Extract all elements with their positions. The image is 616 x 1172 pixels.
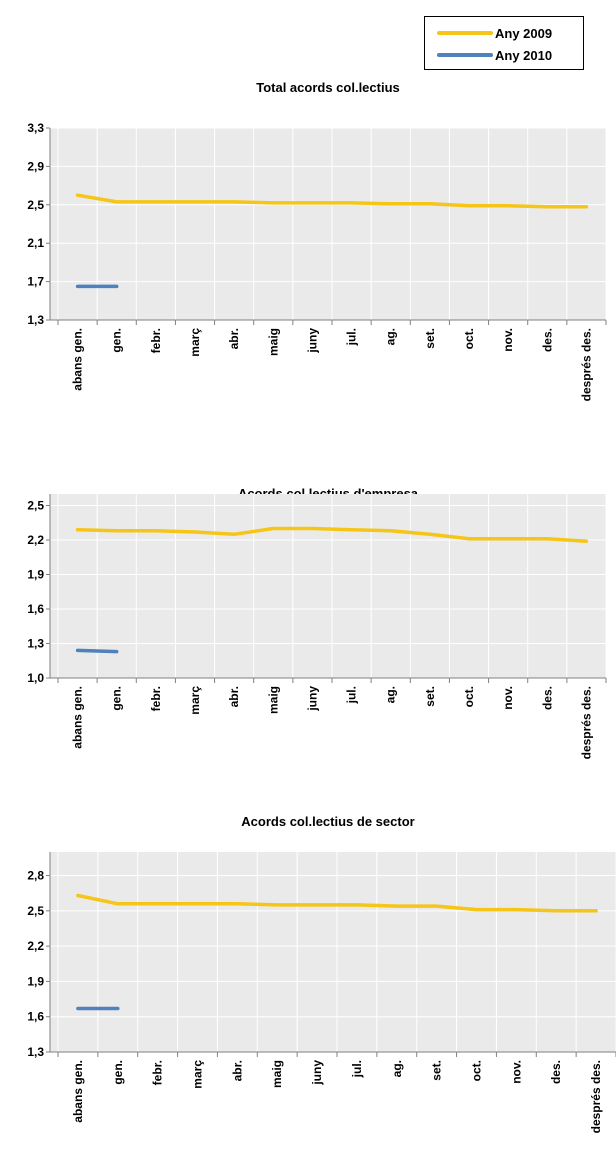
x-tick-label: maig bbox=[266, 328, 280, 356]
legend-swatch-2010 bbox=[437, 53, 493, 57]
x-tick-label: després des. bbox=[589, 1060, 603, 1133]
x-tick-label: març bbox=[188, 328, 202, 357]
y-tick-label: 1,6 bbox=[27, 1010, 44, 1024]
chart-empresa: Acords col.lectius d'empresa1,01,31,61,9… bbox=[27, 486, 607, 759]
y-tick-label: 1,9 bbox=[27, 974, 44, 988]
series-line-2009 bbox=[75, 526, 589, 543]
x-tick-label: abans gen. bbox=[71, 1060, 85, 1123]
series-line-2009 bbox=[75, 193, 589, 209]
chart-title-total: Total acords col.lectius bbox=[256, 80, 400, 95]
y-tick-label: 1,0 bbox=[27, 671, 44, 685]
x-tick-label: oct. bbox=[462, 686, 476, 707]
x-tick-label: ag. bbox=[384, 686, 398, 703]
y-tick-label: 2,5 bbox=[27, 904, 44, 918]
x-tick-label: oct. bbox=[470, 1060, 484, 1081]
plot-area-total bbox=[50, 128, 606, 320]
y-tick-label: 1,6 bbox=[27, 602, 44, 616]
y-tick-label: 2,2 bbox=[27, 939, 44, 953]
x-tick-label: des. bbox=[549, 1060, 563, 1084]
chart-title-sector: Acords col.lectius de sector bbox=[241, 814, 414, 829]
x-tick-label: nov. bbox=[501, 686, 515, 710]
x-tick-label: ag. bbox=[390, 1060, 404, 1077]
x-tick-label: després des. bbox=[579, 328, 593, 401]
x-tick-label: maig bbox=[266, 686, 280, 714]
x-tick-label: jul. bbox=[345, 686, 359, 704]
x-tick-label: febr. bbox=[151, 1060, 165, 1085]
y-tick-label: 1,3 bbox=[27, 637, 44, 651]
x-tick-label: jul. bbox=[345, 328, 359, 346]
y-tick-label: 2,5 bbox=[27, 499, 44, 513]
y-tick-label: 1,7 bbox=[27, 275, 44, 289]
plot-area-empresa bbox=[50, 494, 606, 678]
x-tick-label: gen. bbox=[111, 1060, 125, 1085]
x-tick-label: abr. bbox=[230, 1060, 244, 1081]
x-tick-label: gen. bbox=[110, 328, 124, 353]
series-line-2010 bbox=[75, 648, 119, 654]
series-line-2009 bbox=[76, 893, 598, 913]
x-tick-label: juny bbox=[310, 1060, 324, 1086]
x-tick-label: febr. bbox=[149, 686, 163, 711]
y-tick-label: 1,9 bbox=[27, 568, 44, 582]
y-tick-label: 2,2 bbox=[27, 533, 44, 547]
x-tick-label: abans gen. bbox=[71, 686, 85, 749]
x-tick-label: març bbox=[188, 686, 202, 715]
y-tick-label: 1,3 bbox=[27, 1045, 44, 1059]
x-tick-label: després des. bbox=[579, 686, 593, 759]
x-tick-label: oct. bbox=[462, 328, 476, 349]
plot-area-sector bbox=[50, 852, 616, 1052]
x-tick-label: des. bbox=[540, 686, 554, 710]
chart-total: Total acords col.lectius 1,3 1,7 2,1 2,5 2,9 3… bbox=[27, 80, 607, 401]
x-tick-label: juny bbox=[305, 328, 319, 354]
x-tick-label: set. bbox=[430, 1060, 444, 1081]
y-tick-label: 2,9 bbox=[27, 159, 44, 173]
y-tick-label: 3,3 bbox=[27, 121, 44, 135]
x-tick-label: abr. bbox=[227, 328, 241, 349]
legend: Any 2009 Any 2010 bbox=[424, 16, 584, 70]
legend-item-2010: Any 2010 bbox=[437, 46, 552, 64]
x-tick-label: nov. bbox=[509, 1060, 523, 1084]
legend-label-2009: Any 2009 bbox=[495, 25, 553, 41]
y-tick-label: 2,5 bbox=[27, 198, 44, 212]
chart-sector: Acords col.lectius de sector 1,3 1,6 1,9 2,2… bbox=[27, 814, 616, 1133]
x-tick-label: set. bbox=[423, 686, 437, 707]
x-tick-label: febr. bbox=[149, 328, 163, 353]
x-tick-label: des. bbox=[540, 328, 554, 352]
x-tick-label: juny bbox=[305, 686, 319, 712]
y-tick-label: 1,3 bbox=[27, 313, 44, 327]
x-tick-label: abans gen. bbox=[71, 328, 85, 391]
y-tick-label: 2,8 bbox=[27, 869, 44, 883]
legend-label-2010: Any 2010 bbox=[495, 47, 553, 63]
y-tick-label: 2,1 bbox=[27, 236, 44, 250]
x-tick-label: set. bbox=[423, 328, 437, 349]
x-tick-label: maig bbox=[270, 1060, 284, 1088]
x-tick-label: ag. bbox=[384, 328, 398, 345]
x-tick-label: gen. bbox=[110, 686, 124, 711]
x-tick-label: abr. bbox=[227, 686, 241, 707]
legend-item-2009: Any 2009 bbox=[437, 24, 552, 42]
x-tick-label: nov. bbox=[501, 328, 515, 352]
x-tick-label: març bbox=[191, 1060, 205, 1089]
x-tick-label: jul. bbox=[350, 1060, 364, 1078]
legend-swatch-2009 bbox=[437, 31, 493, 35]
